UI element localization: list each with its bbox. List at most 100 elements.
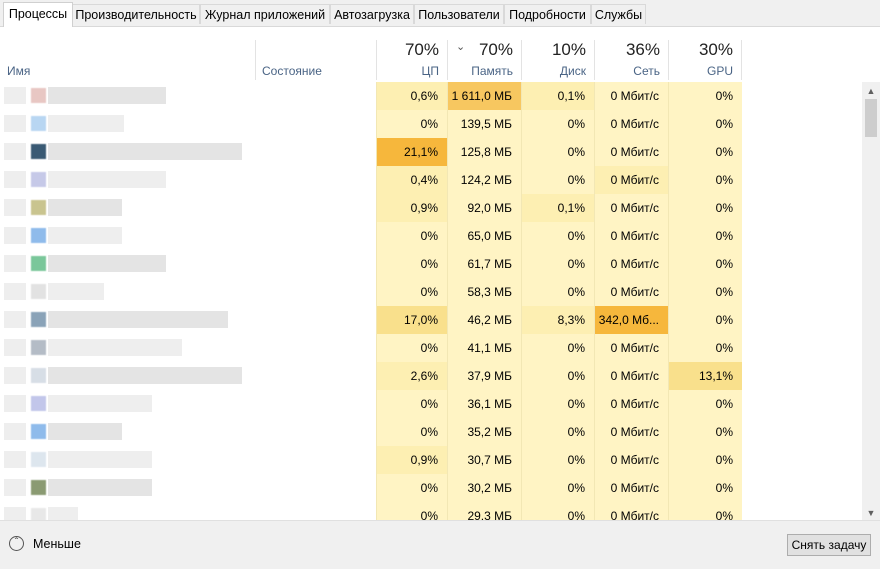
tab-4[interactable]: Автозагрузка xyxy=(330,4,414,24)
sort-down-icon: ⌄ xyxy=(456,41,466,53)
process-name-cell xyxy=(0,362,376,390)
gpu-cell: 0% xyxy=(668,82,742,110)
process-name-cell xyxy=(0,306,376,334)
gpu-cell: 13,1% xyxy=(668,362,742,390)
table-row[interactable]: 0% 61,7 МБ 0% 0 Мбит/с 0% xyxy=(0,250,862,278)
network-total: 36% xyxy=(625,40,660,59)
redacted-process-name xyxy=(48,479,152,496)
redacted-expander xyxy=(4,143,26,160)
process-icon xyxy=(31,452,46,467)
redacted-process-name xyxy=(48,507,78,520)
gpu-total: 30% xyxy=(698,40,733,59)
process-icon xyxy=(31,284,46,299)
tab-1[interactable]: Процессы xyxy=(3,2,73,27)
table-row[interactable]: 0,6% 1 611,0 МБ 0,1% 0 Мбит/с 0% xyxy=(0,82,862,110)
process-name-cell xyxy=(0,166,376,194)
disk-cell: 0% xyxy=(521,362,594,390)
column-gpu[interactable]: 30% GPU xyxy=(668,40,742,80)
memory-cell: 29,3 МБ xyxy=(447,502,521,520)
table-row[interactable]: 21,1% 125,8 МБ 0% 0 Мбит/с 0% xyxy=(0,138,862,166)
column-header: Имя Состояние 70% ЦП ⌄ 70% Память 10% Ди… xyxy=(0,27,862,81)
redacted-expander xyxy=(4,507,26,520)
memory-cell: 30,2 МБ xyxy=(447,474,521,502)
gpu-cell: 0% xyxy=(668,110,742,138)
process-name-cell xyxy=(0,278,376,306)
chevron-up-icon[interactable]: ˆ xyxy=(9,536,24,551)
disk-total: 10% xyxy=(551,40,586,59)
tab-6[interactable]: Подробности xyxy=(504,4,591,24)
end-task-button[interactable]: Снять задачу xyxy=(787,534,871,556)
table-row[interactable]: 0,9% 30,7 МБ 0% 0 Мбит/с 0% xyxy=(0,446,862,474)
vertical-scrollbar[interactable]: ▲ ▼ xyxy=(862,82,880,520)
gpu-cell: 0% xyxy=(668,250,742,278)
tab-7[interactable]: Службы xyxy=(591,4,646,24)
process-name-cell xyxy=(0,474,376,502)
disk-cell: 0% xyxy=(521,278,594,306)
process-icon xyxy=(31,256,46,271)
redacted-expander xyxy=(4,115,26,132)
cpu-cell: 0% xyxy=(376,250,447,278)
table-row[interactable]: 0% 29,3 МБ 0% 0 Мбит/с 0% xyxy=(0,502,862,520)
cpu-cell: 0% xyxy=(376,502,447,520)
column-cpu[interactable]: 70% ЦП xyxy=(376,40,447,80)
table-row[interactable]: 0% 65,0 МБ 0% 0 Мбит/с 0% xyxy=(0,222,862,250)
table-row[interactable]: 0,4% 124,2 МБ 0% 0 Мбит/с 0% xyxy=(0,166,862,194)
table-row[interactable]: 0% 41,1 МБ 0% 0 Мбит/с 0% xyxy=(0,334,862,362)
memory-cell: 58,3 МБ xyxy=(447,278,521,306)
cpu-cell: 0% xyxy=(376,222,447,250)
tab-5[interactable]: Пользователи xyxy=(414,4,504,24)
table-row[interactable]: 0% 35,2 МБ 0% 0 Мбит/с 0% xyxy=(0,418,862,446)
cpu-cell: 0% xyxy=(376,390,447,418)
column-divider xyxy=(255,40,256,80)
gpu-cell: 0% xyxy=(668,166,742,194)
redacted-expander xyxy=(4,199,26,216)
column-memory[interactable]: ⌄ 70% Память xyxy=(447,40,521,80)
process-icon xyxy=(31,424,46,439)
gpu-cell: 0% xyxy=(668,446,742,474)
redacted-process-name xyxy=(48,87,166,104)
table-row[interactable]: 17,0% 46,2 МБ 8,3% 342,0 Мб... 0% xyxy=(0,306,862,334)
tab-2[interactable]: Производительность xyxy=(72,4,200,24)
column-network[interactable]: 36% Сеть xyxy=(594,40,668,80)
memory-cell: 41,1 МБ xyxy=(447,334,521,362)
network-cell: 0 Мбит/с xyxy=(594,222,668,250)
table-row[interactable]: 0% 139,5 МБ 0% 0 Мбит/с 0% xyxy=(0,110,862,138)
table-row[interactable]: 0% 36,1 МБ 0% 0 Мбит/с 0% xyxy=(0,390,862,418)
table-row[interactable]: 0% 30,2 МБ 0% 0 Мбит/с 0% xyxy=(0,474,862,502)
table-row[interactable]: 0% 58,3 МБ 0% 0 Мбит/с 0% xyxy=(0,278,862,306)
memory-cell: 30,7 МБ xyxy=(447,446,521,474)
redacted-process-name xyxy=(48,283,104,300)
table-row[interactable]: 0,9% 92,0 МБ 0,1% 0 Мбит/с 0% xyxy=(0,194,862,222)
network-cell: 0 Мбит/с xyxy=(594,446,668,474)
memory-cell: 37,9 МБ xyxy=(447,362,521,390)
disk-cell: 0,1% xyxy=(521,82,594,110)
process-name-cell xyxy=(0,194,376,222)
redacted-expander xyxy=(4,227,26,244)
scrollbar-thumb[interactable] xyxy=(865,99,877,137)
column-disk[interactable]: 10% Диск xyxy=(521,40,594,80)
disk-cell: 0% xyxy=(521,222,594,250)
column-name[interactable]: Имя xyxy=(7,64,31,78)
memory-cell: 36,1 МБ xyxy=(447,390,521,418)
tab-3[interactable]: Журнал приложений xyxy=(200,4,330,24)
disk-cell: 0% xyxy=(521,418,594,446)
memory-cell: 65,0 МБ xyxy=(447,222,521,250)
redacted-expander xyxy=(4,451,26,468)
process-icon xyxy=(31,172,46,187)
network-cell: 0 Мбит/с xyxy=(594,138,668,166)
scroll-up-icon[interactable]: ▲ xyxy=(866,86,876,96)
scroll-down-icon[interactable]: ▼ xyxy=(866,508,876,518)
cpu-cell: 17,0% xyxy=(376,306,447,334)
fewer-details-link[interactable]: Меньше xyxy=(33,537,81,551)
column-state[interactable]: Состояние xyxy=(262,64,322,78)
gpu-label: GPU xyxy=(706,64,733,78)
gpu-cell: 0% xyxy=(668,306,742,334)
table-row[interactable]: 2,6% 37,9 МБ 0% 0 Мбит/с 13,1% xyxy=(0,362,862,390)
process-icon xyxy=(31,480,46,495)
process-icon xyxy=(31,116,46,131)
network-cell: 0 Мбит/с xyxy=(594,502,668,520)
process-name-cell xyxy=(0,138,376,166)
memory-cell: 1 611,0 МБ xyxy=(447,82,521,110)
footer: ˆ Меньше Снять задачу xyxy=(0,520,880,569)
redacted-process-name xyxy=(48,143,242,160)
